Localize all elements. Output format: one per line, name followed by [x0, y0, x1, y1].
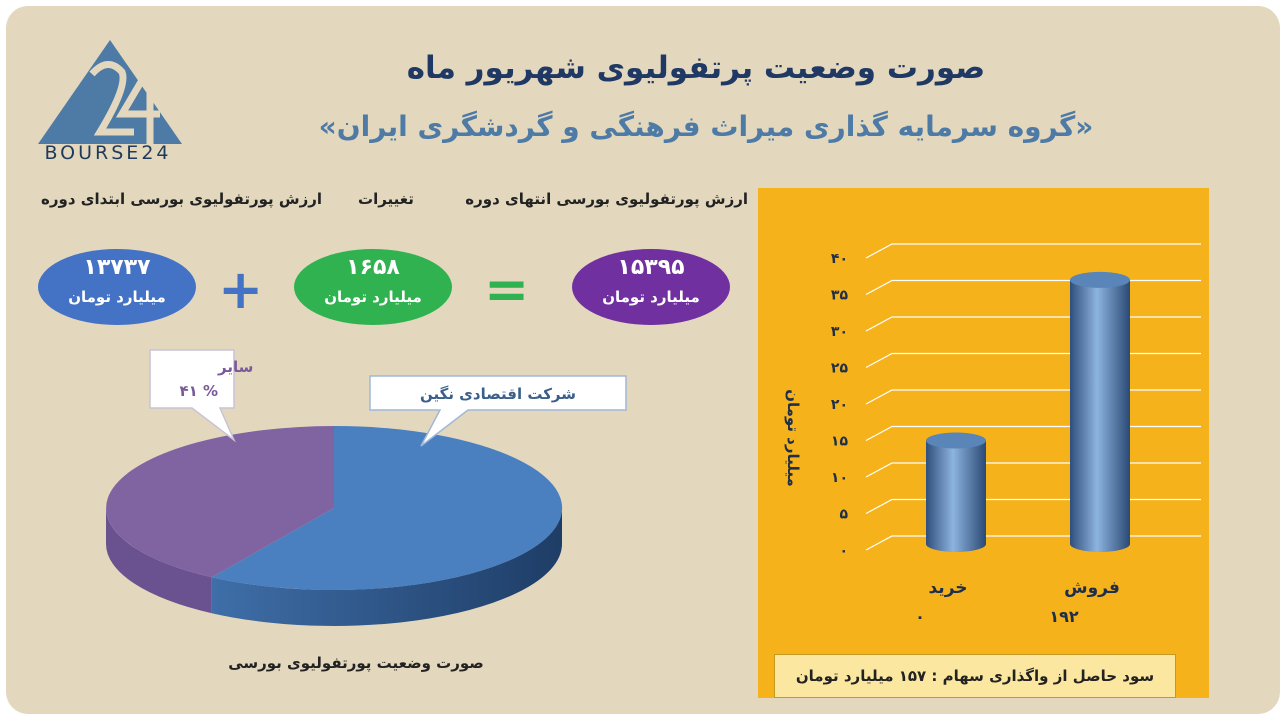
y-tick-label: ۰ [839, 543, 848, 559]
end-value: ۱۵۳۹۵ [617, 255, 685, 280]
pie-callout-main [369, 375, 627, 447]
gridline [865, 279, 1201, 296]
infographic-canvas: BOURSE24 صورت وضعیت پرتفولیوی شهریور ماه… [6, 6, 1280, 714]
start-value-label: ارزش پورتفولیوی بورسی ابتدای دوره [41, 190, 322, 208]
start-unit: میلیارد تومان [68, 288, 166, 306]
y-tick-label: ۱۰ [831, 470, 848, 486]
end-unit: میلیارد تومان [602, 288, 700, 306]
gridline [865, 316, 1201, 332]
bar-top-0 [926, 432, 986, 449]
y-tick-label: ۳۵ [831, 288, 849, 304]
pie-label-main: شرکت اقتصادی نگین [420, 385, 576, 403]
gridline [865, 425, 1201, 442]
pie-label-other: سایر [217, 358, 253, 376]
x-category-value: ۰ [915, 607, 925, 626]
start-value-oval: ۱۳۷۳۷ میلیارد تومان [38, 249, 196, 325]
equals-sign: = [484, 258, 530, 321]
end-value-oval: ۱۵۳۹۵ میلیارد تومان [572, 249, 730, 325]
y-tick-label: ۱۵ [831, 434, 849, 450]
page-title: صورت وضعیت پرتفولیوی شهریور ماه [406, 50, 986, 86]
x-category-value: ۱۹۲ [1049, 607, 1079, 626]
bourse24-logo [30, 34, 190, 169]
pie-side-other [106, 508, 212, 614]
gridline [865, 498, 1201, 515]
pie-slice-main [211, 426, 563, 590]
start-value: ۱۳۷۳۷ [83, 255, 151, 280]
trade-bar-panel: ۰ ۵ ۱۰ ۱۵ ۲۰ ۲۵ ۳۰ ۳۵ ۴۰ میلیارد تومان خرید ۰ فروش ۱۹… [758, 188, 1209, 698]
change-value: ۱۶۵۸ [346, 255, 400, 280]
gridline [865, 243, 1201, 259]
pie-side-main [211, 508, 563, 626]
portfolio-pie-chart: شرکت اقتصادی نگین سایر ۴۱ % [106, 349, 627, 626]
pie-callout-other [149, 349, 236, 443]
change-label: تغییرات [358, 190, 414, 208]
bar-top-1 [1070, 271, 1130, 288]
gridline [865, 462, 1201, 478]
gridline [865, 535, 1201, 551]
pie-value-other: ۴۱ % [179, 382, 218, 400]
gridline [865, 352, 1201, 369]
y-tick-label: ۴۰ [831, 251, 848, 267]
pie-chart-title: صورت وضعیت پورتفولیوی بورسی [228, 654, 484, 672]
end-value-label: ارزش پورتفولیوی بورسی انتهای دوره [465, 190, 748, 208]
x-category-label: خرید [928, 578, 967, 598]
change-unit: میلیارد تومان [324, 288, 422, 306]
bar-1 [1070, 279, 1130, 552]
profit-footnote: سود حاصل از واگذاری سهام : ۱۵۷ میلیارد ت… [774, 654, 1176, 698]
x-category-label: فروش [1064, 578, 1120, 598]
logo-wordmark: BOURSE24 [44, 142, 172, 164]
bar-0 [926, 440, 986, 552]
y-tick-label: ۳۰ [831, 324, 848, 340]
y-tick-label: ۲۰ [831, 397, 848, 413]
change-value-oval: ۱۶۵۸ میلیارد تومان [294, 249, 452, 325]
gridline [865, 389, 1201, 405]
logo-triangle-icon [38, 40, 182, 144]
y-tick-label: ۵ [839, 507, 848, 523]
y-axis-title: میلیارد تومان [784, 389, 802, 487]
page-subtitle: «گروه سرمایه گذاری میراث فرهنگی و گردشگر… [318, 110, 1094, 143]
plus-sign: + [218, 258, 264, 321]
pie-slice-other [106, 426, 334, 578]
y-tick-label: ۲۵ [831, 361, 849, 377]
